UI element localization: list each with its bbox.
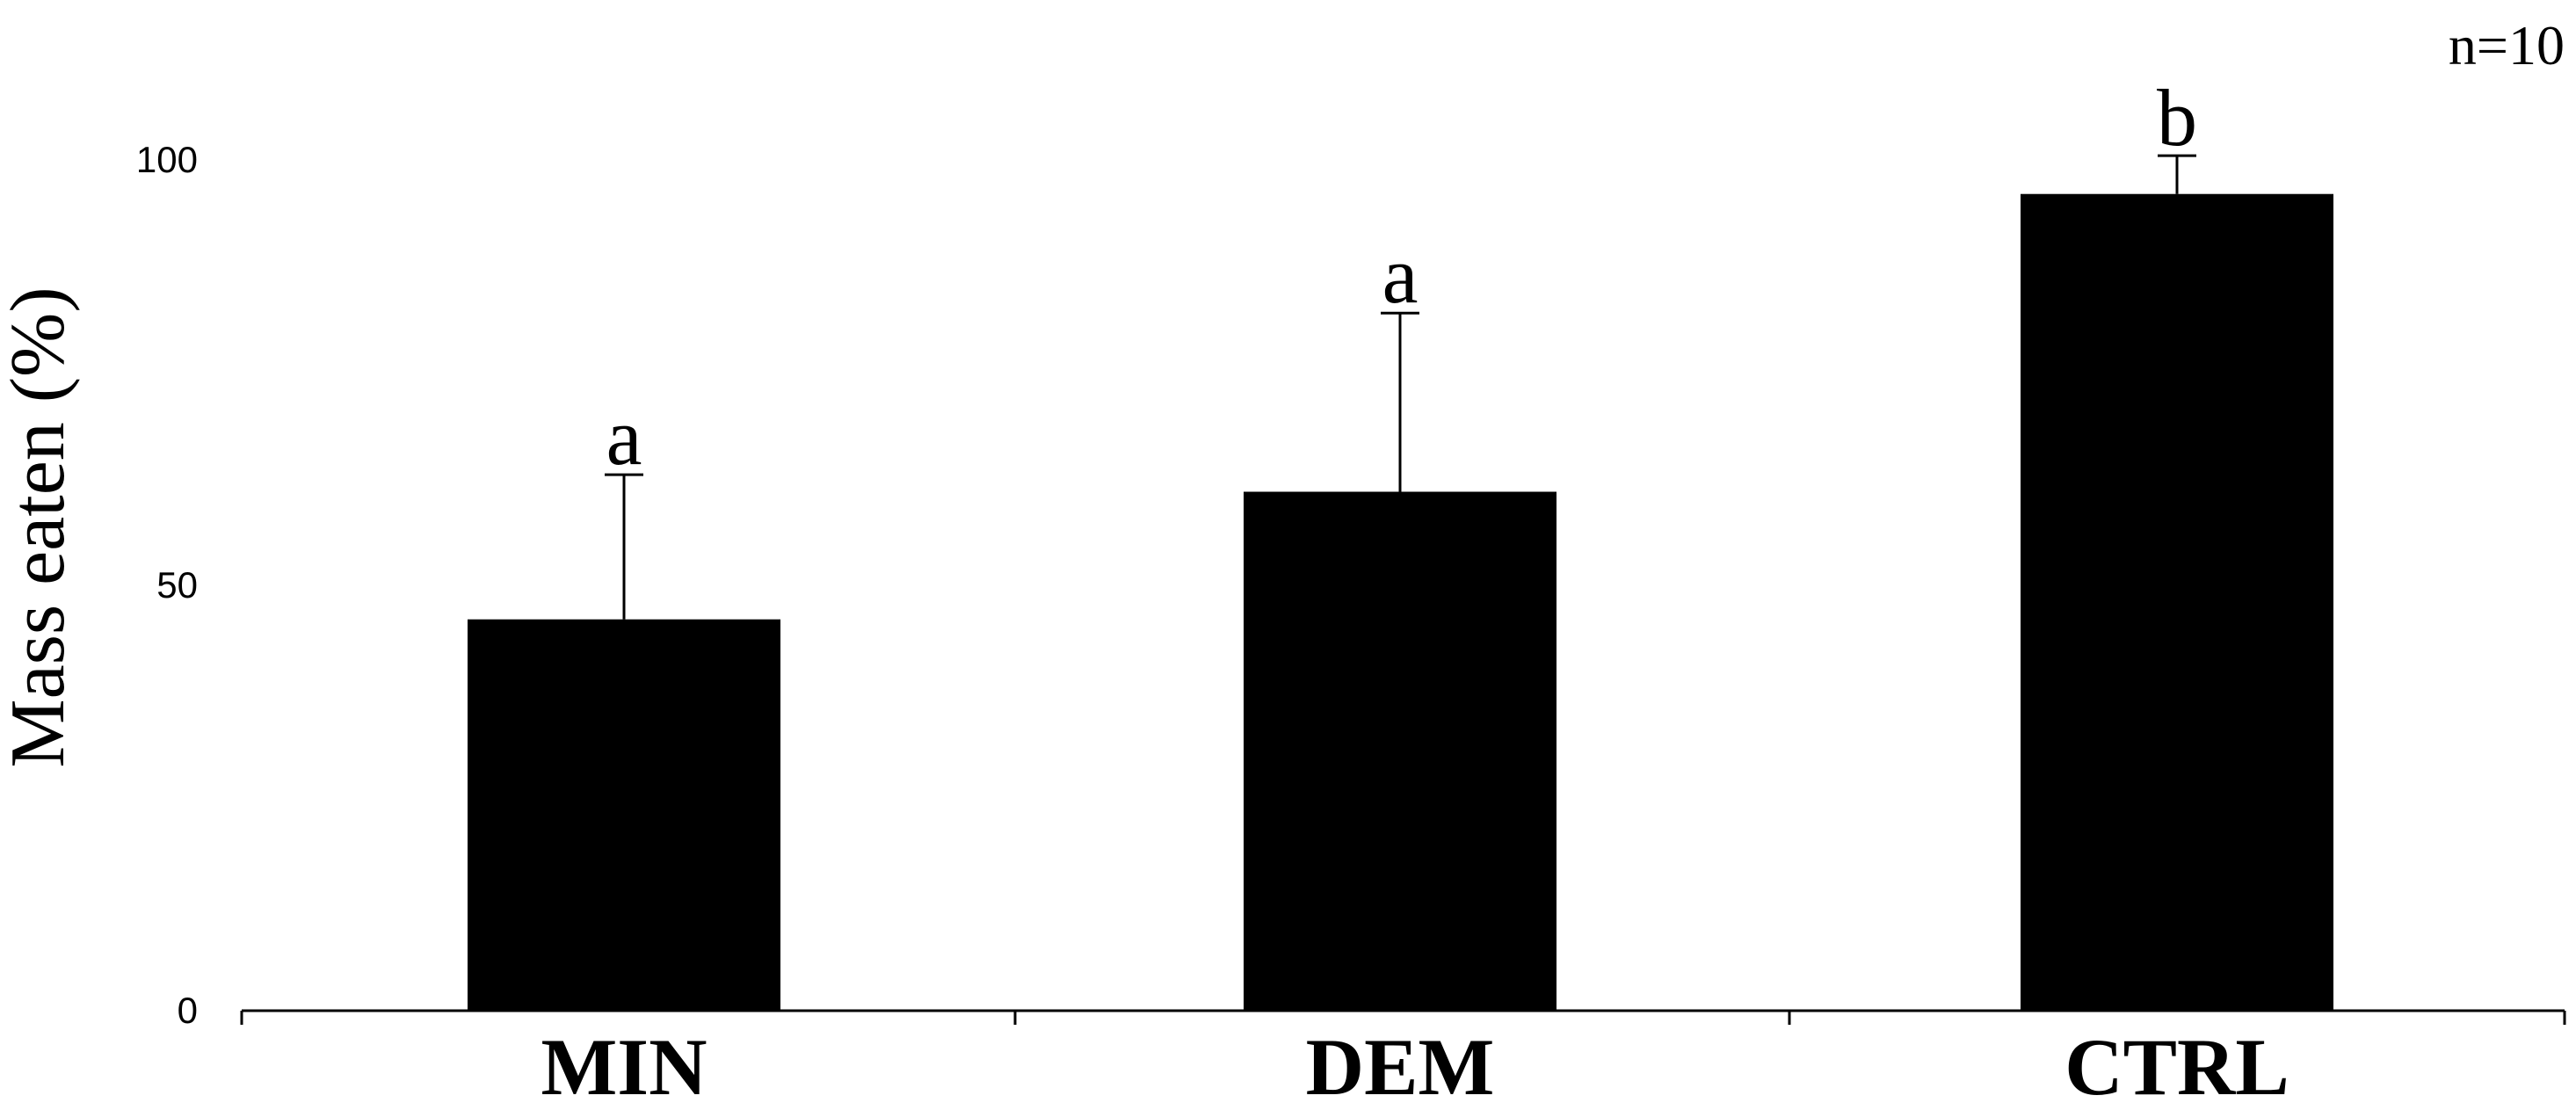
significance-letter-min: a [606, 392, 642, 482]
bar-ctrl [2021, 193, 2333, 1012]
bar-dem [1244, 491, 1556, 1011]
y-tick-label-0: 0 [178, 990, 198, 1031]
significance-letter-dem: a [1382, 230, 1419, 320]
y-tick-label-50: 50 [156, 564, 198, 606]
sample-size-annotation: n=10 [2449, 14, 2565, 76]
category-label-ctrl: CTRL [2064, 1022, 2289, 1110]
significance-letter-ctrl: b [2157, 73, 2197, 163]
y-axis-label: Mass eaten (%) [0, 287, 81, 767]
bar-min [468, 619, 780, 1011]
y-tick-label-100: 100 [136, 139, 198, 180]
plot-area: a MIN a DEM b CTRL 0 50 100 [136, 73, 2566, 1110]
category-label-min: MIN [541, 1022, 707, 1110]
category-label-dem: DEM [1306, 1022, 1495, 1110]
